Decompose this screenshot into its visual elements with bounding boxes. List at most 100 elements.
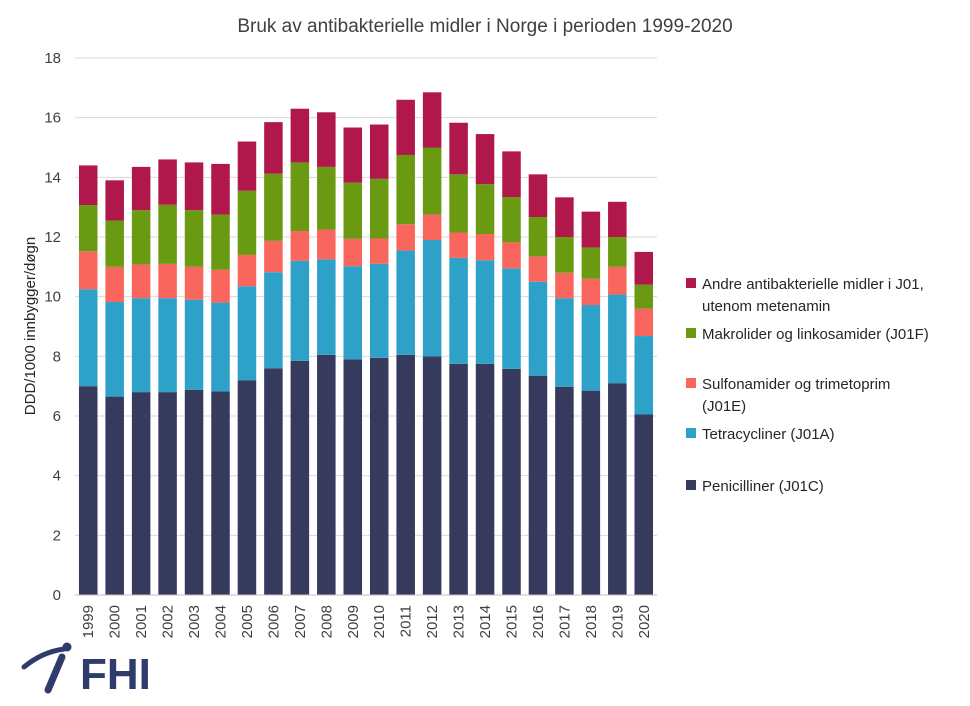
legend-label-s4-line1: utenom metenamin: [702, 298, 830, 315]
bar-segment-2008-s2: [317, 229, 336, 260]
bar-segment-2012-s0: [422, 356, 442, 595]
bar-segment-2011-s2: [396, 224, 415, 251]
bar-segment-2009-s3: [343, 182, 363, 239]
bar-segment-2011-s1: [396, 250, 415, 355]
bar-segment-2001-s2: [131, 264, 151, 299]
bar-segment-2007-s0: [290, 360, 310, 595]
legend-label-s3-line0: Makrolider og linkosamider (J01F): [702, 326, 929, 343]
x-tick-label: 2019: [609, 605, 626, 638]
x-tick-label: 2001: [133, 605, 150, 638]
bar-segment-2020-s1: [634, 336, 654, 415]
y-tick-label: 0: [53, 587, 61, 604]
bar-segment-2015-s2: [502, 242, 521, 269]
bar-segment-2017-s1: [555, 298, 574, 387]
y-tick-label: 14: [44, 169, 61, 186]
x-tick-label: 2020: [636, 605, 653, 638]
x-tick-label: 2004: [213, 605, 230, 638]
bar-segment-2018-s1: [581, 305, 601, 391]
bar-segment-2017-s0: [555, 386, 574, 595]
y-tick-label: 2: [53, 527, 61, 544]
bar-segment-2011-s4: [396, 99, 415, 155]
bar-segment-2010-s1: [369, 263, 389, 358]
bar-segment-2000-s2: [105, 266, 124, 303]
legend-swatch-s2: [686, 378, 696, 388]
bar-segment-2002-s1: [158, 298, 177, 393]
bar-segment-2012-s2: [422, 214, 442, 240]
x-tick-label: 1999: [80, 605, 97, 638]
bar-segment-2013-s2: [449, 232, 468, 258]
bar-segment-1999-s2: [78, 251, 98, 290]
legend-swatch-s0: [686, 480, 696, 490]
bar-segment-2002-s3: [158, 204, 177, 264]
fhi-logo-mark-icon: [21, 642, 72, 694]
bar-segment-2005-s2: [237, 254, 257, 287]
x-tick-label: 2018: [583, 605, 600, 638]
bar-segment-2007-s1: [290, 260, 310, 361]
bar-segment-2018-s0: [581, 390, 601, 595]
bar-segment-1999-s4: [78, 165, 98, 206]
bar-segment-2011-s0: [396, 354, 415, 595]
bar-segment-2000-s1: [105, 302, 124, 397]
bar-segment-2000-s0: [105, 396, 124, 595]
x-axis-ticks: 1999 2000 2001 2002 2003 2004 2005 2006 2007 2008…: [80, 605, 653, 638]
bar-segment-2019-s2: [608, 266, 627, 295]
bar-segment-2015-s1: [502, 268, 521, 369]
x-tick-label: 2011: [398, 605, 415, 637]
bar-segment-2007-s3: [290, 162, 310, 232]
x-tick-label: 2002: [160, 605, 177, 638]
bar-segment-2000-s3: [105, 220, 124, 267]
bar-segment-2016-s4: [528, 174, 548, 218]
bar-segment-2003-s3: [184, 210, 204, 267]
bar-segment-2011-s3: [396, 154, 415, 225]
bar-segment-2010-s3: [369, 178, 389, 239]
bar-segment-2003-s0: [184, 389, 204, 595]
bar-segment-2012-s1: [422, 239, 442, 357]
chart-title: Bruk av antibakterielle midler i Norge i…: [237, 16, 732, 37]
y-tick-label: 10: [44, 289, 61, 306]
bar-segment-2015-s0: [502, 368, 521, 595]
bar-segment-2010-s2: [369, 238, 389, 264]
x-tick-label: 2005: [239, 605, 256, 638]
bar-segment-2020-s3: [634, 284, 654, 309]
bar-segment-2005-s0: [237, 380, 257, 595]
x-tick-label: 2010: [371, 605, 388, 638]
x-tick-label: 2013: [451, 605, 468, 638]
bar-segment-2008-s3: [317, 166, 336, 230]
bar-segment-2014-s0: [475, 363, 495, 595]
fhi-logo-text: FHI: [80, 650, 151, 699]
bar-segment-2018-s4: [581, 211, 601, 248]
bar-segment-2018-s3: [581, 247, 601, 279]
bar-segment-2012-s3: [422, 147, 442, 215]
legend-label-s2-line0: Sulfonamider og trimetoprim: [702, 376, 890, 393]
legend-label-s1-line0: Tetracycliner (J01A): [702, 426, 835, 443]
bar-segment-2009-s2: [343, 238, 363, 267]
bar-segment-2013-s4: [449, 122, 468, 175]
bar-segment-2006-s3: [264, 173, 283, 241]
bar-segment-2016-s2: [528, 256, 548, 282]
bar-segment-2003-s1: [184, 299, 204, 390]
bars: [78, 92, 654, 595]
legend-swatch-s4: [686, 278, 696, 288]
bar-segment-2003-s2: [184, 266, 204, 300]
y-tick-label: 4: [53, 468, 61, 485]
bar-segment-2016-s0: [528, 375, 548, 595]
bar-segment-2020-s0: [634, 414, 654, 595]
x-tick-label: 2003: [186, 605, 203, 638]
bar-segment-2017-s3: [555, 237, 574, 273]
bar-segment-2019-s0: [608, 383, 627, 595]
bar-segment-2004-s0: [211, 391, 230, 595]
legend-swatch-s3: [686, 328, 696, 338]
legend-label-s2-line1: (J01E): [702, 398, 746, 415]
bar-segment-2014-s3: [475, 184, 495, 235]
x-tick-label: 2007: [292, 605, 309, 638]
bar-segment-2013-s3: [449, 174, 468, 233]
bar-segment-2009-s4: [343, 127, 363, 183]
x-tick-label: 2014: [477, 605, 494, 638]
y-axis-ticks: 0 2 4 6 8 10 12 14 16 18: [44, 50, 61, 604]
bar-segment-2005-s4: [237, 141, 257, 191]
bar-segment-2002-s4: [158, 159, 177, 205]
bar-segment-2000-s4: [105, 180, 124, 221]
bar-segment-2004-s2: [211, 269, 230, 303]
bar-segment-2016-s1: [528, 281, 548, 376]
